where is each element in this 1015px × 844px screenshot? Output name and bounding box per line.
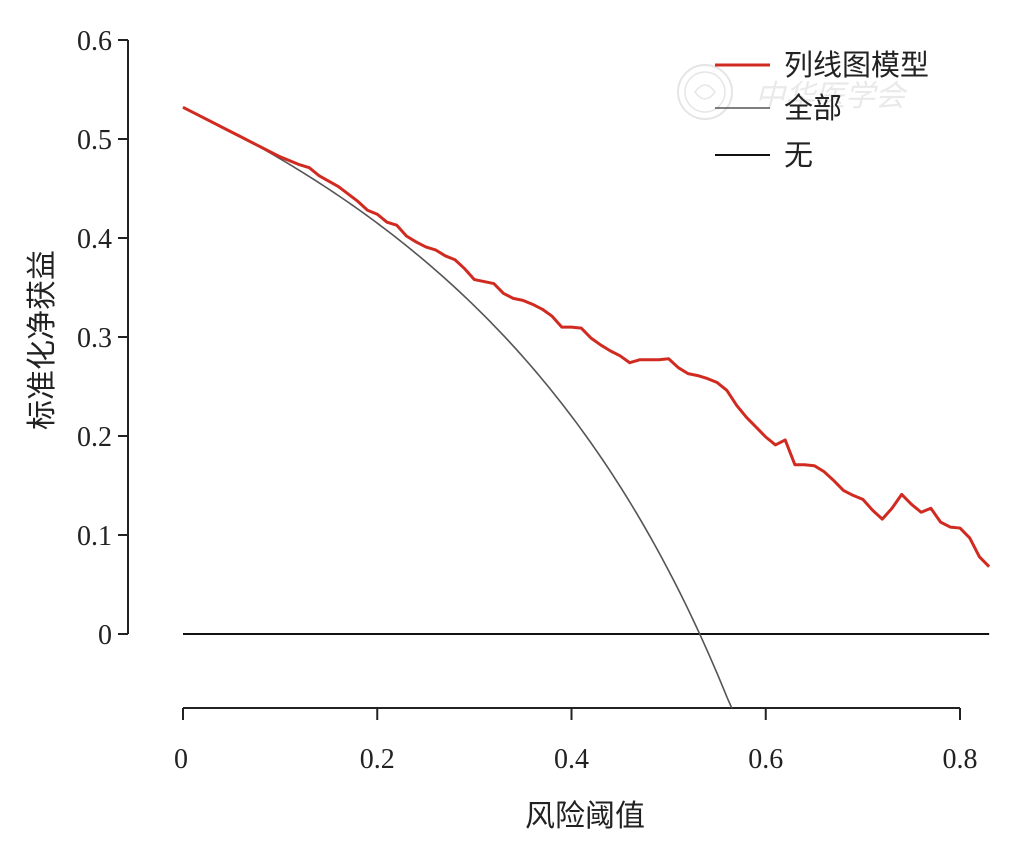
x-tick-label: 0.6: [748, 744, 783, 775]
y-tick-label: 0.1: [77, 521, 112, 552]
y-tick-label: 0.2: [77, 422, 112, 453]
watermark-seal: 中华医学会: [677, 64, 908, 120]
y-ticks: 0 0.1 0.2 0.3 0.4 0.5 0.6: [77, 26, 128, 651]
y-tick-label: 0.5: [77, 125, 112, 156]
y-tick-label: 0.6: [77, 26, 112, 57]
x-tick-label: 0: [174, 744, 188, 775]
legend: 列线图模型 全部 无: [715, 49, 929, 172]
x-ticks: 0 0.2 0.4 0.6 0.8: [174, 708, 978, 775]
y-tick-label: 0.3: [77, 323, 112, 354]
svg-text:中华医学会: 中华医学会: [755, 80, 908, 113]
series-line-all: [182, 106, 733, 709]
legend-label-all: 全部: [784, 92, 842, 125]
legend-label-none: 无: [784, 140, 813, 172]
x-tick-label: 0.2: [360, 744, 395, 775]
series-line-nomogram: [182, 105, 991, 568]
x-axis-title: 风险阈值: [525, 800, 645, 833]
y-axis-title: 标准化净获益: [26, 250, 59, 430]
y-tick-label: 0.4: [77, 224, 112, 255]
y-tick-label: 0: [98, 620, 112, 651]
series-layer: [182, 105, 991, 709]
x-tick-label: 0.8: [943, 744, 978, 775]
axes: 0 0.1 0.2 0.3 0.4 0.5 0.6 0 0.2 0.4 0.6 0.8 风险阈值 标…: [26, 26, 978, 833]
legend-label-nomogram: 列线图模型: [784, 49, 929, 82]
x-tick-label: 0.4: [554, 744, 589, 775]
